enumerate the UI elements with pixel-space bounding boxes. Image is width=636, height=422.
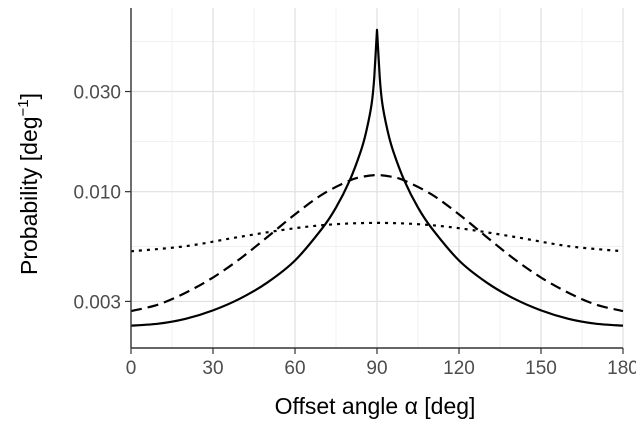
x-tick-label: 0 — [126, 358, 137, 379]
x-tick-label: 30 — [202, 358, 223, 379]
axes — [125, 8, 624, 354]
series-line-dotted — [130, 221, 624, 253]
x-tick-label: 60 — [284, 358, 305, 379]
y-axis-title-main: Probability [deg — [16, 116, 42, 275]
y-axis-title-superscript: −1 — [15, 99, 32, 116]
y-axis-title-suffix: ] — [16, 93, 42, 99]
series-layer — [130, 28, 624, 327]
x-axis-title: Offset angle α [deg] — [275, 393, 476, 419]
y-axis-title: Probability [deg−1] — [15, 93, 42, 275]
y-tick-label: 0.003 — [73, 292, 121, 313]
y-tick-label: 0.010 — [73, 183, 121, 204]
x-tick-label: 120 — [443, 358, 475, 379]
tick-labels: 0 30 60 90 120 150 180 0.003 0.010 0.030 — [73, 83, 636, 379]
y-tick-label: 0.030 — [73, 83, 121, 104]
x-tick-label: 150 — [525, 358, 557, 379]
series-line-solid — [130, 28, 624, 327]
x-tick-label: 180 — [607, 358, 636, 379]
x-tick-label: 90 — [366, 358, 387, 379]
